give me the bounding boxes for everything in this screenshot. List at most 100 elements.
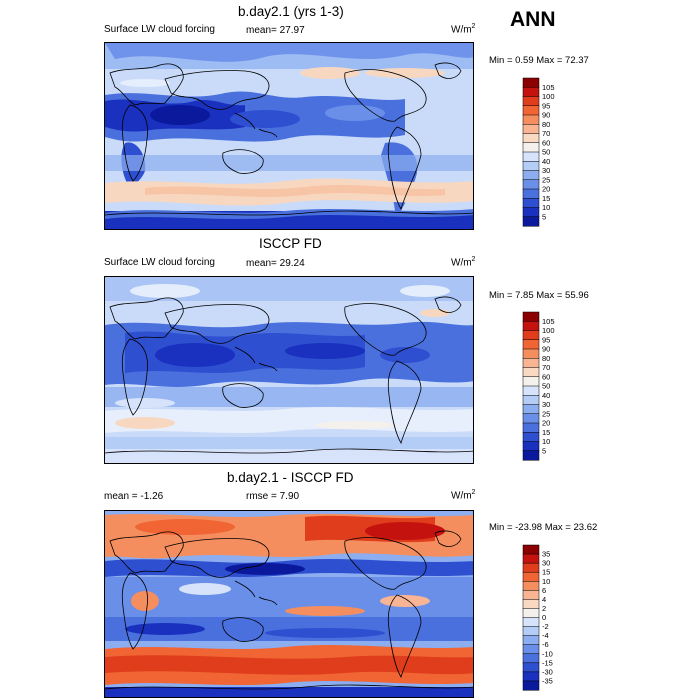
- panel3-title: b.day2.1 - ISCCP FD: [227, 470, 354, 485]
- colorbar-tick-label: 30: [542, 166, 550, 175]
- panel3-colorbar: 35 30 15 10 6 4 2 0 -2 -4 -6 -10 -15 -30 -35: [522, 544, 583, 695]
- colorbar-tick-label: 2: [542, 604, 546, 613]
- colorbar-swatch: [522, 385, 540, 396]
- colorbar-tick-label: 60: [542, 138, 550, 147]
- colorbar-swatch: [522, 441, 540, 452]
- colorbar-tick-label: 6: [542, 586, 546, 595]
- panel3-units: W/m2: [451, 489, 476, 502]
- panel1-mean-label: mean= 27.97: [246, 25, 305, 36]
- colorbar-tick-label: 25: [542, 409, 550, 418]
- colorbar-swatch: [522, 348, 540, 359]
- colorbar-tick-label: 100: [542, 92, 555, 101]
- colorbar-swatch: [522, 87, 540, 98]
- colorbar-swatch: [522, 96, 540, 107]
- colorbar-tick-label: 15: [542, 194, 550, 203]
- panel3-mean-label: mean = -1.26: [104, 491, 164, 502]
- colorbar-tick-label: 95: [542, 335, 550, 344]
- colorbar-tick-label: 10: [542, 203, 550, 212]
- colorbar-swatch: [522, 395, 540, 406]
- colorbar-tick-label: 30: [542, 400, 550, 409]
- colorbar-tick-label: -10: [542, 649, 553, 658]
- colorbar-tick-label: 80: [542, 354, 550, 363]
- panel1-map: [104, 42, 474, 230]
- colorbar-swatch: [522, 562, 540, 573]
- panel2-minmax: Min = 7.85 Max = 55.96: [489, 290, 589, 301]
- panel1-minmax: Min = 0.59 Max = 72.37: [489, 55, 589, 66]
- colorbar-tick-label: 70: [542, 363, 550, 372]
- panel2-map: [104, 276, 474, 464]
- colorbar-swatch: [522, 617, 540, 628]
- colorbar-swatch: [522, 626, 540, 637]
- colorbar-tick-label: 4: [542, 595, 546, 604]
- colorbar-swatch: [522, 413, 540, 424]
- colorbar-swatch: [522, 142, 540, 153]
- panel2-colorbar: 105 100 95 90 80 70 60 50 40 30 25 20 15 10 5: [522, 311, 583, 469]
- colorbar-tick-label: 10: [542, 577, 550, 586]
- colorbar-swatch: [522, 321, 540, 332]
- colorbar-tick-label: 105: [542, 83, 555, 92]
- panel2-title: ISCCP FD: [259, 236, 322, 251]
- colorbar-swatch: [522, 450, 540, 461]
- colorbar-tick-label: 35: [542, 550, 550, 559]
- panel3-rmse-label: rmse = 7.90: [246, 491, 300, 502]
- colorbar-swatch: [522, 635, 540, 646]
- panel1-variable-label: Surface LW cloud forcing: [104, 24, 215, 35]
- panel1-units: W/m2: [451, 23, 476, 36]
- colorbar-swatch: [522, 590, 540, 600]
- colorbar-tick-label: 5: [542, 446, 546, 455]
- colorbar-swatch: [522, 124, 540, 135]
- colorbar-swatch: [522, 188, 540, 199]
- colorbar-swatch: [522, 422, 540, 433]
- colorbar-tick-label: -6: [542, 640, 549, 649]
- colorbar-tick-label: 15: [542, 428, 550, 437]
- panel1-title: b.day2.1 (yrs 1-3): [238, 4, 344, 19]
- panel1-colorbar: 105 100 95 90 80 70 60 50 40 30 25 20 15 10 5: [522, 77, 583, 235]
- panel3-map: [104, 510, 474, 698]
- colorbar-swatch: [522, 662, 540, 673]
- colorbar-swatch: [522, 207, 540, 218]
- colorbar-swatch: [522, 114, 540, 125]
- colorbar-swatch: [522, 680, 540, 691]
- panel2-variable-label: Surface LW cloud forcing: [104, 257, 215, 268]
- colorbar-tick-label: 10: [542, 437, 550, 446]
- colorbar-swatch: [522, 404, 540, 415]
- colorbar-swatch: [522, 330, 540, 341]
- colorbar-tick-label: 15: [542, 568, 550, 577]
- colorbar-tick-label: 100: [542, 326, 555, 335]
- colorbar-swatch: [522, 216, 540, 227]
- panel3-minmax: Min = -23.98 Max = 23.62: [489, 522, 598, 533]
- colorbar-tick-label: 20: [542, 419, 550, 428]
- colorbar-tick-label: 0: [542, 613, 546, 622]
- colorbar-swatch: [522, 170, 540, 181]
- colorbar-swatch: [522, 358, 540, 369]
- colorbar-tick-label: 50: [542, 148, 550, 157]
- colorbar-swatch: [522, 376, 540, 387]
- colorbar-tick-label: 50: [542, 382, 550, 391]
- colorbar-swatch: [522, 105, 540, 116]
- colorbar-swatch: [522, 571, 540, 582]
- colorbar-swatch: [522, 198, 540, 209]
- colorbar-tick-label: 105: [542, 317, 555, 326]
- colorbar-tick-label: 40: [542, 157, 550, 166]
- colorbar-tick-label: 70: [542, 129, 550, 138]
- colorbar-swatch: [522, 544, 540, 555]
- colorbar-tick-label: 90: [542, 345, 550, 354]
- colorbar-tick-label: 40: [542, 391, 550, 400]
- colorbar-swatch: [522, 77, 540, 88]
- colorbar-tick-label: -15: [542, 658, 553, 667]
- colorbar-tick-label: 60: [542, 372, 550, 381]
- colorbar-swatch: [522, 161, 540, 172]
- colorbar-swatch: [522, 653, 540, 664]
- colorbar-swatch: [522, 179, 540, 190]
- panel2-mean-label: mean= 29.24: [246, 258, 305, 269]
- season-label: ANN: [510, 8, 556, 31]
- colorbar-tick-label: -35: [542, 676, 553, 685]
- colorbar-swatch: [522, 671, 540, 682]
- colorbar-swatch: [522, 432, 540, 443]
- colorbar-tick-label: 90: [542, 111, 550, 120]
- colorbar-tick-label: -30: [542, 667, 553, 676]
- colorbar-swatch: [522, 553, 540, 564]
- colorbar-swatch: [522, 599, 540, 609]
- colorbar-swatch: [522, 133, 540, 144]
- colorbar-tick-label: 5: [542, 212, 546, 221]
